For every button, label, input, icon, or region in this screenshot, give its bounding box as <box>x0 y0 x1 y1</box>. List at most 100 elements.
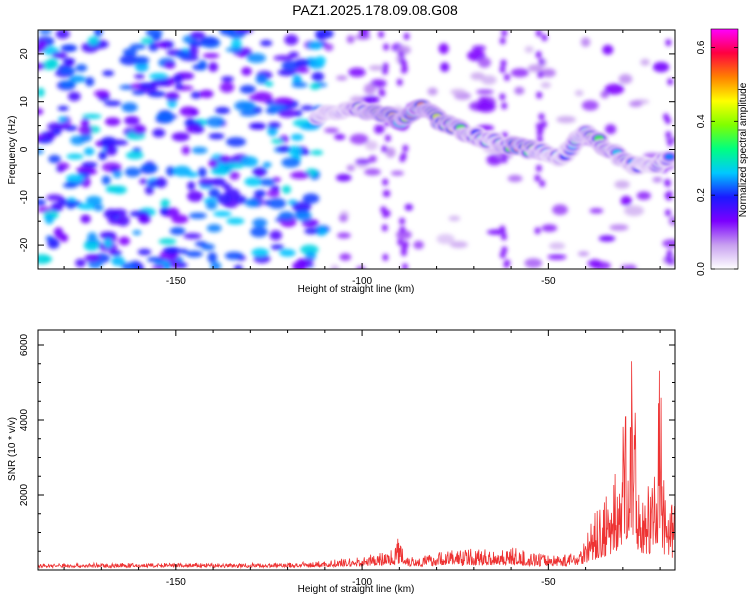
noise-blob <box>348 67 366 78</box>
streak-blob <box>664 192 671 199</box>
noise-blob <box>38 108 44 115</box>
noise-blob <box>201 243 215 251</box>
y-tick-label: 10 <box>19 96 30 108</box>
noise-blob <box>315 30 334 39</box>
colorbar: 0.0 0.2 0.4 0.6 Normalized spectral amplitu… <box>696 28 749 276</box>
noise-blob <box>229 171 240 181</box>
streak-blob <box>500 59 507 67</box>
noise-blob <box>304 227 319 235</box>
streak-blob <box>397 238 404 246</box>
noise-blob <box>138 82 155 89</box>
noise-blob <box>267 189 280 198</box>
noise-blob <box>111 256 125 267</box>
spectrogram-ridge <box>307 98 675 176</box>
noise-blob <box>53 227 64 238</box>
noise-blob <box>349 133 369 145</box>
noise-blob <box>238 50 248 58</box>
streak-blob <box>667 78 674 86</box>
noise-blob <box>152 128 166 138</box>
noise-blob <box>609 224 629 231</box>
noise-blob <box>476 89 494 95</box>
noise-blob <box>78 125 93 135</box>
noise-blob <box>171 214 189 224</box>
noise-blob <box>83 240 100 251</box>
noise-blob <box>624 264 637 269</box>
noise-blob <box>640 58 650 66</box>
streak-blob <box>504 73 510 81</box>
noise-blob <box>65 58 74 67</box>
noise-blob <box>154 42 171 48</box>
streak-blob <box>664 179 671 186</box>
noise-blob <box>260 39 273 47</box>
y-tick-label: 0 <box>19 146 30 152</box>
noise-blob <box>300 244 319 255</box>
streak-blob <box>384 134 391 142</box>
noise-blob <box>69 75 86 83</box>
noise-blob <box>38 30 52 35</box>
noise-blob <box>273 55 294 61</box>
noise-blob <box>121 102 138 113</box>
noise-blob <box>291 82 308 88</box>
noise-blob <box>524 258 543 268</box>
noise-blob <box>205 201 218 210</box>
noise-blob <box>668 216 675 226</box>
noise-blob <box>210 167 231 176</box>
spectrogram-noise <box>38 30 675 269</box>
noise-blob <box>307 41 323 50</box>
noise-blob <box>38 87 45 98</box>
noise-blob <box>243 101 253 113</box>
noise-blob <box>248 122 266 130</box>
streak-blob <box>399 155 406 163</box>
noise-blob <box>267 121 281 129</box>
noise-blob <box>38 62 45 70</box>
noise-blob <box>149 72 169 80</box>
noise-blob <box>244 177 263 187</box>
noise-blob <box>250 226 268 238</box>
ridge-blob <box>664 153 675 161</box>
streak-blob <box>537 71 544 79</box>
noise-blob <box>589 208 604 214</box>
noise-blob <box>427 87 438 96</box>
streak-blob <box>536 91 543 99</box>
streak-blob <box>534 174 541 182</box>
noise-blob <box>284 34 299 46</box>
streak-blob <box>501 30 508 37</box>
spectrogram-ylabel: Frequency (Hz) <box>7 116 18 185</box>
noise-blob <box>549 242 566 250</box>
noise-blob <box>472 45 486 51</box>
streak-blob <box>536 122 542 130</box>
noise-blob <box>52 51 68 59</box>
noise-blob <box>208 62 219 72</box>
noise-blob <box>618 74 633 84</box>
noise-blob <box>133 124 146 135</box>
snr-series-line <box>38 361 675 570</box>
streak-blob <box>541 34 548 42</box>
noise-blob <box>56 166 65 173</box>
streak-blob <box>665 39 672 47</box>
noise-blob <box>524 46 534 53</box>
noise-blob <box>241 66 252 76</box>
streak-blob <box>398 50 405 58</box>
noise-blob <box>413 240 424 250</box>
noise-blob <box>197 167 207 178</box>
noise-blob <box>271 138 284 144</box>
noise-blob <box>165 91 180 102</box>
noise-blob <box>540 81 551 89</box>
noise-blob <box>226 137 246 147</box>
noise-blob <box>163 61 176 69</box>
noise-blob <box>302 193 320 204</box>
noise-blob <box>147 90 166 98</box>
y-tick-label: 6000 <box>19 333 30 356</box>
streak-blob <box>535 30 542 37</box>
noise-blob <box>75 166 95 173</box>
noise-blob <box>101 175 111 185</box>
noise-blob <box>268 198 287 209</box>
streak-blob <box>401 244 408 252</box>
noise-blob <box>310 149 324 156</box>
noise-blob <box>87 36 99 46</box>
noise-blob <box>85 195 103 205</box>
streak-blob <box>378 125 385 133</box>
noise-blob <box>38 40 47 51</box>
noise-blob <box>206 224 222 233</box>
